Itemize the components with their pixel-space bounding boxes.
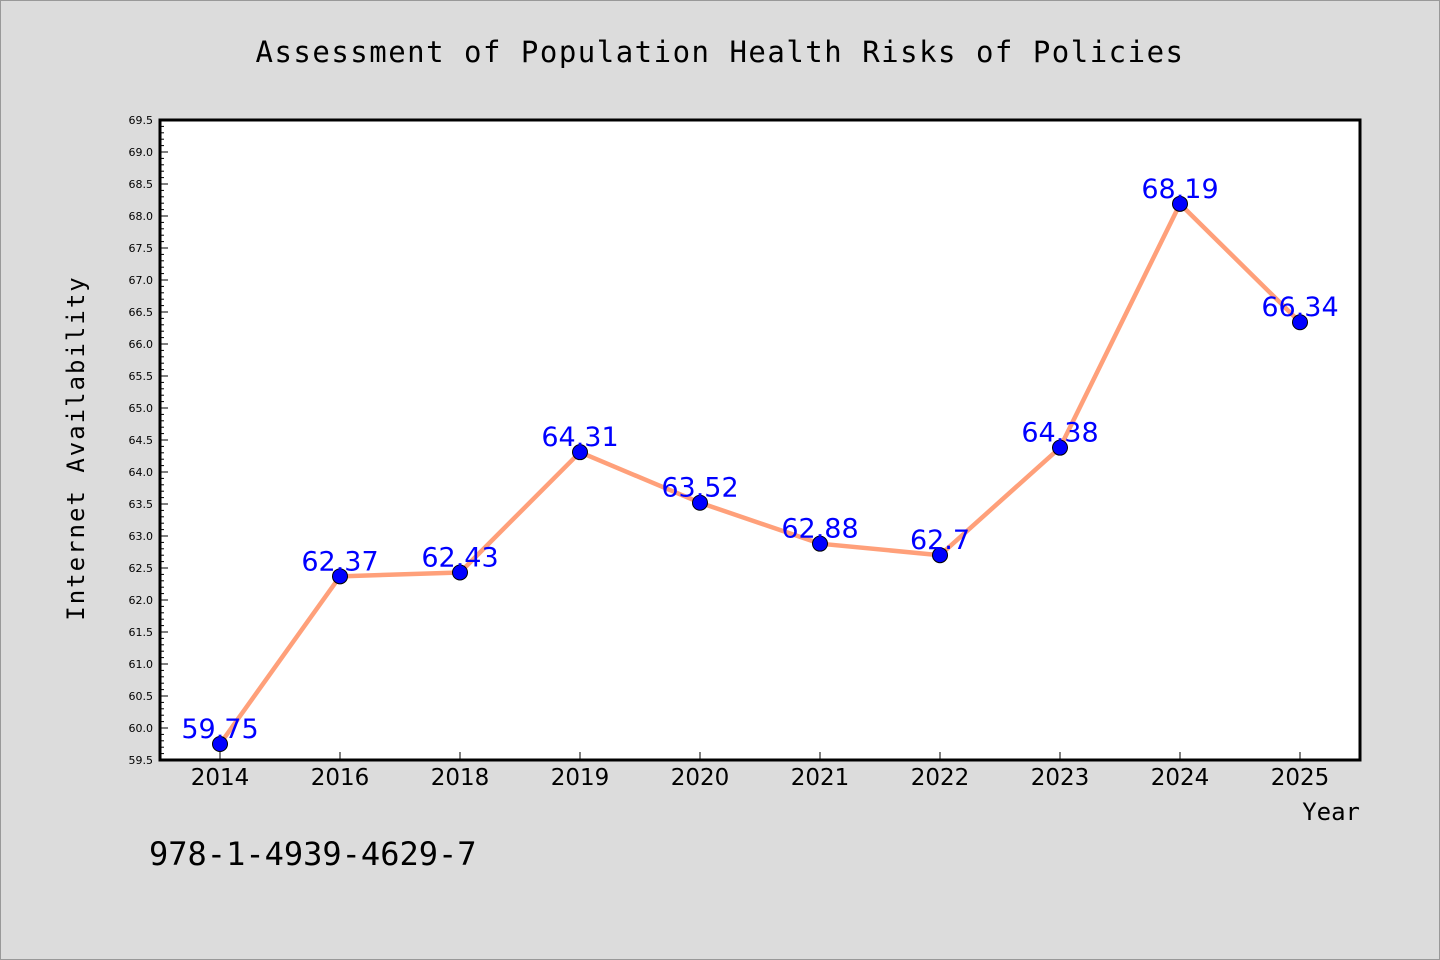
series-markers (212, 195, 1308, 752)
x-tick-label: 2021 (791, 765, 850, 791)
data-label: 63.52 (661, 473, 738, 504)
data-label: 59.75 (181, 714, 258, 745)
plot-area (158, 118, 1362, 762)
y-tick-label: 59.5 (129, 754, 154, 767)
y-tick-label: 66.5 (129, 306, 154, 319)
data-label: 64.31 (541, 422, 618, 453)
y-tick-label: 65.5 (129, 370, 154, 383)
chart-title: Assessment of Population Health Risks of… (255, 35, 1184, 69)
data-point (1172, 195, 1188, 212)
y-tick-label: 62.5 (129, 562, 154, 575)
y-tick-label: 66.0 (129, 338, 154, 351)
data-label: 62.43 (421, 542, 498, 573)
data-label: 66.34 (1261, 292, 1338, 323)
y-tick-label: 67.0 (129, 274, 154, 287)
data-point (572, 444, 588, 461)
y-axis-label: Internet Availability (62, 275, 90, 620)
y-tick-label: 62.0 (129, 594, 154, 607)
x-tick-label: 2014 (191, 765, 250, 791)
y-tick-label: 61.5 (129, 626, 154, 639)
data-label: 62.37 (301, 546, 378, 577)
data-label: 62.88 (781, 514, 858, 545)
y-tick-label: 68.0 (129, 210, 154, 223)
annotation-isbn: 978-1-4939-4629-7 (149, 835, 477, 873)
y-tick-label: 60.0 (129, 722, 154, 735)
series-line (217, 201, 1303, 747)
data-point (1292, 314, 1308, 331)
x-tick-label: 2020 (671, 765, 730, 791)
y-tick-label: 61.0 (129, 658, 154, 671)
y-tick-label: 64.5 (129, 434, 154, 447)
y-tick-label: 63.5 (129, 498, 154, 511)
x-tick-label: 2016 (311, 765, 370, 791)
x-tick-label: 2025 (1271, 765, 1330, 791)
data-label: 62.7 (910, 525, 970, 556)
series-line-group (217, 201, 1303, 747)
data-point (212, 736, 228, 752)
x-tick-label: 2023 (1031, 765, 1090, 791)
data-point (1052, 439, 1068, 456)
data-point (332, 568, 348, 585)
y-tick-label: 64.0 (129, 466, 154, 479)
y-tick-label: 69.5 (129, 114, 154, 127)
y-tick-label: 68.5 (129, 178, 154, 191)
data-point (812, 535, 828, 552)
data-labels: 59.75 62.37 62.43 64.31 63.52 62.88 62.7 64.38 6… (181, 174, 1338, 745)
x-tick-label: 2024 (1151, 765, 1210, 791)
y-tick-label: 60.5 (129, 690, 154, 703)
y-tick-label: 67.5 (129, 242, 154, 255)
data-point (932, 547, 948, 564)
data-point (452, 564, 468, 581)
x-tick-label: 2018 (431, 765, 490, 791)
data-point (692, 494, 708, 511)
data-label: 64.38 (1021, 418, 1098, 449)
x-axis-label: Year (1302, 798, 1360, 826)
y-tick-label: 69.0 (129, 146, 154, 159)
x-tick-label: 2022 (911, 765, 970, 791)
data-label: 68.19 (1141, 174, 1218, 205)
y-tick-label: 65.0 (129, 402, 154, 415)
x-tick-label: 2019 (551, 765, 610, 791)
x-axis-ticks: 2014 2016 2018 2019 2020 2021 2022 2023 2024 2025 (191, 752, 1330, 791)
y-axis-ticks: 59.5 60.0 60.5 61.0 61.5 62.0 62.5 63.0 63.5 64.0… (129, 114, 168, 767)
y-tick-label: 63.0 (129, 530, 154, 543)
